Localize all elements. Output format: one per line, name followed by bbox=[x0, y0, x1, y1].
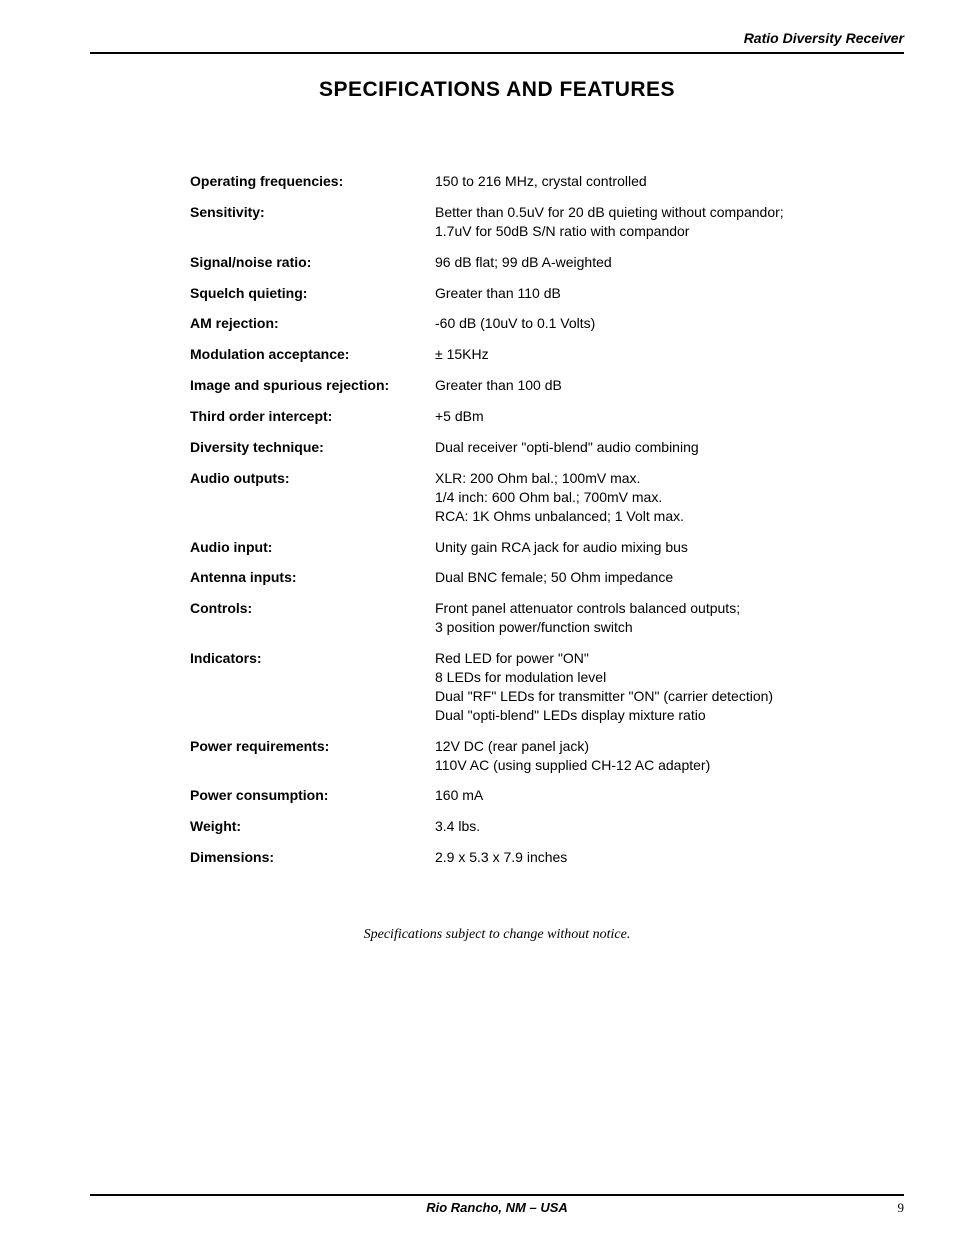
spec-label: Operating frequencies: bbox=[190, 172, 435, 191]
spec-value: 2.9 x 5.3 x 7.9 inches bbox=[435, 848, 864, 867]
footnote: Specifications subject to change without… bbox=[90, 927, 904, 943]
spec-row: Dimensions:2.9 x 5.3 x 7.9 inches bbox=[190, 848, 864, 867]
page-title: SPECIFICATIONS AND FEATURES bbox=[90, 78, 904, 102]
spec-value: Unity gain RCA jack for audio mixing bus bbox=[435, 538, 864, 557]
spec-label: AM rejection: bbox=[190, 314, 435, 333]
spec-value: Greater than 100 dB bbox=[435, 376, 864, 395]
spec-value: 96 dB flat; 99 dB A-weighted bbox=[435, 253, 864, 272]
spec-label: Power requirements: bbox=[190, 737, 435, 756]
spec-label: Sensitivity: bbox=[190, 203, 435, 222]
spec-row: Squelch quieting:Greater than 110 dB bbox=[190, 284, 864, 303]
spec-value: Dual receiver "opti-blend" audio combini… bbox=[435, 438, 864, 457]
spec-row: Signal/noise ratio:96 dB flat; 99 dB A-w… bbox=[190, 253, 864, 272]
spec-row: Power requirements:12V DC (rear panel ja… bbox=[190, 737, 864, 775]
spec-value: ± 15KHz bbox=[435, 345, 864, 364]
spec-label: Power consumption: bbox=[190, 786, 435, 805]
spec-value: XLR: 200 Ohm bal.; 100mV max.1/4 inch: 6… bbox=[435, 469, 864, 526]
spec-row: Image and spurious rejection:Greater tha… bbox=[190, 376, 864, 395]
spec-label: Diversity technique: bbox=[190, 438, 435, 457]
page-number: 9 bbox=[898, 1200, 905, 1216]
spec-row: Audio input:Unity gain RCA jack for audi… bbox=[190, 538, 864, 557]
spec-row: Weight:3.4 lbs. bbox=[190, 817, 864, 836]
spec-label: Controls: bbox=[190, 599, 435, 618]
spec-value: Dual BNC female; 50 Ohm impedance bbox=[435, 568, 864, 587]
spec-row: Modulation acceptance:± 15KHz bbox=[190, 345, 864, 364]
spec-value: Better than 0.5uV for 20 dB quieting wit… bbox=[435, 203, 864, 241]
page-header: Ratio Diversity Receiver bbox=[90, 30, 904, 54]
spec-row: Operating frequencies:150 to 216 MHz, cr… bbox=[190, 172, 864, 191]
spec-row: Diversity technique:Dual receiver "opti-… bbox=[190, 438, 864, 457]
spec-value: +5 dBm bbox=[435, 407, 864, 426]
spec-label: Third order intercept: bbox=[190, 407, 435, 426]
spec-label: Audio outputs: bbox=[190, 469, 435, 488]
spec-row: Indicators:Red LED for power "ON"8 LEDs … bbox=[190, 649, 864, 725]
spec-row: Controls:Front panel attenuator controls… bbox=[190, 599, 864, 637]
spec-row: AM rejection:-60 dB (10uV to 0.1 Volts) bbox=[190, 314, 864, 333]
specifications-table: Operating frequencies:150 to 216 MHz, cr… bbox=[190, 172, 864, 867]
spec-row: Sensitivity:Better than 0.5uV for 20 dB … bbox=[190, 203, 864, 241]
spec-value: 160 mA bbox=[435, 786, 864, 805]
spec-label: Modulation acceptance: bbox=[190, 345, 435, 364]
spec-label: Weight: bbox=[190, 817, 435, 836]
spec-label: Squelch quieting: bbox=[190, 284, 435, 303]
spec-value: Red LED for power "ON"8 LEDs for modulat… bbox=[435, 649, 864, 725]
spec-row: Power consumption:160 mA bbox=[190, 786, 864, 805]
spec-label: Image and spurious rejection: bbox=[190, 376, 435, 395]
spec-value: 12V DC (rear panel jack)110V AC (using s… bbox=[435, 737, 864, 775]
product-name: Ratio Diversity Receiver bbox=[744, 30, 904, 46]
spec-row: Audio outputs:XLR: 200 Ohm bal.; 100mV m… bbox=[190, 469, 864, 526]
spec-label: Signal/noise ratio: bbox=[190, 253, 435, 272]
spec-value: Greater than 110 dB bbox=[435, 284, 864, 303]
spec-row: Antenna inputs:Dual BNC female; 50 Ohm i… bbox=[190, 568, 864, 587]
spec-label: Antenna inputs: bbox=[190, 568, 435, 587]
footer-location: Rio Rancho, NM – USA bbox=[426, 1200, 568, 1215]
spec-label: Audio input: bbox=[190, 538, 435, 557]
spec-value: Front panel attenuator controls balanced… bbox=[435, 599, 864, 637]
spec-label: Dimensions: bbox=[190, 848, 435, 867]
spec-value: -60 dB (10uV to 0.1 Volts) bbox=[435, 314, 864, 333]
spec-value: 3.4 lbs. bbox=[435, 817, 864, 836]
spec-value: 150 to 216 MHz, crystal controlled bbox=[435, 172, 864, 191]
page-footer: Rio Rancho, NM – USA 9 bbox=[90, 1194, 904, 1215]
spec-row: Third order intercept:+5 dBm bbox=[190, 407, 864, 426]
spec-label: Indicators: bbox=[190, 649, 435, 668]
